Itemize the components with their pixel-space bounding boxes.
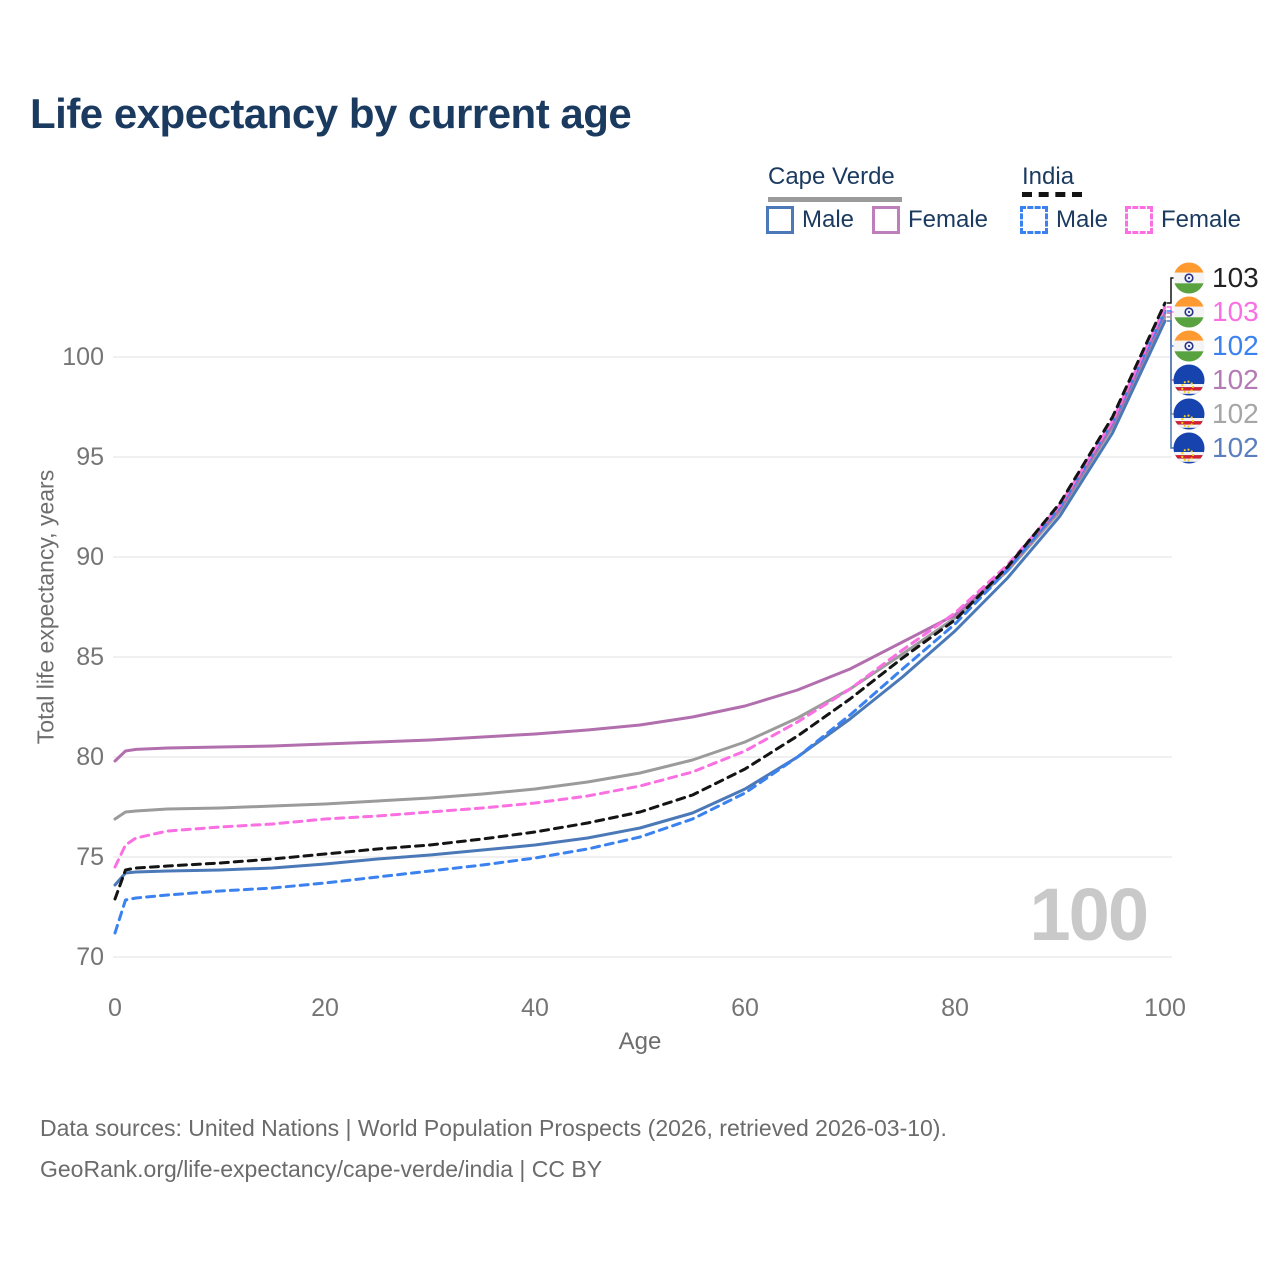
series-line-india-male[interactable] <box>113 309 1167 935</box>
india-both-line-swatch[interactable] <box>1022 192 1082 197</box>
legend-group-india[interactable]: India <box>1022 163 1075 190</box>
y-tick-label: 85 <box>76 643 104 671</box>
footer: Data sources: United Nations | World Pop… <box>40 1108 947 1190</box>
india-flag-icon <box>1173 262 1205 294</box>
y-tick-label: 90 <box>76 543 104 571</box>
end-value-label-cape-verde-female: 102 <box>1212 364 1259 395</box>
legend-label: Female <box>1161 206 1242 233</box>
legend: Cape Verde India Male Female Male Female <box>0 0 1280 250</box>
y-axis-title: Total life expectancy, years <box>32 469 59 745</box>
x-tick-label: 60 <box>731 994 759 1022</box>
end-value-label-cape-verde-both: 102 <box>1212 398 1259 429</box>
georank-url-text: GeoRank.org/life-expectancy/cape-verde/i… <box>40 1156 603 1182</box>
x-tick-label: 100 <box>1144 994 1186 1022</box>
x-axis-title: Age <box>618 1028 662 1055</box>
y-tick-label: 100 <box>62 343 104 371</box>
x-tick-label: 40 <box>521 994 549 1022</box>
data-sources-text: Data sources: United Nations | World Pop… <box>40 1115 947 1141</box>
cape-verde-flag-icon <box>1173 432 1205 464</box>
india-male-swatch-icon <box>1020 206 1048 234</box>
india-female-swatch-icon <box>1125 206 1153 234</box>
legend-item-cape-verde-male[interactable]: Male <box>766 206 854 234</box>
series-line-cape-verde-male[interactable] <box>113 319 1167 887</box>
legend-group-cape-verde[interactable]: Cape Verde <box>768 163 895 190</box>
india-flag-icon <box>1173 330 1205 362</box>
end-value-label-cape-verde-male: 102 <box>1212 432 1259 463</box>
legend-label: Male <box>802 206 855 233</box>
series-line-india-female[interactable] <box>113 305 1167 869</box>
x-tick-label: 80 <box>941 994 969 1022</box>
series-line-cape-verde-female[interactable] <box>113 311 1167 763</box>
y-tick-label: 80 <box>76 743 104 771</box>
callout-connector <box>1167 306 1174 313</box>
cape-verde-flag-icon <box>1173 364 1205 396</box>
cape-verde-both-line-swatch[interactable] <box>768 197 902 202</box>
x-tick-label: 20 <box>311 994 339 1022</box>
y-tick-label: 75 <box>76 843 104 871</box>
cape-verde-female-swatch-icon <box>872 206 900 234</box>
end-value-label-india-both: 103 <box>1212 262 1259 293</box>
legend-item-cape-verde-female[interactable]: Female <box>872 206 988 234</box>
y-tick-label: 95 <box>76 443 104 471</box>
end-value-label-india-female: 103 <box>1212 296 1259 327</box>
legend-item-india-female[interactable]: Female <box>1125 206 1241 234</box>
x-tick-label: 0 <box>108 994 122 1022</box>
cape-verde-flag-icon <box>1173 398 1205 430</box>
cape-verde-male-swatch-icon <box>766 206 794 234</box>
legend-item-india-male[interactable]: Male <box>1020 206 1108 234</box>
callout-connector <box>1167 277 1174 304</box>
y-tick-label: 70 <box>76 943 104 971</box>
current-age-watermark: 100 <box>1029 873 1149 956</box>
end-value-label-india-male: 102 <box>1212 330 1259 361</box>
page-title: Life expectancy by current age <box>30 90 632 137</box>
legend-label: Male <box>1056 206 1109 233</box>
legend-label: Female <box>908 206 989 233</box>
india-flag-icon <box>1173 296 1205 328</box>
callout-connector <box>1167 320 1174 449</box>
series-line-india-both[interactable] <box>113 301 1167 901</box>
